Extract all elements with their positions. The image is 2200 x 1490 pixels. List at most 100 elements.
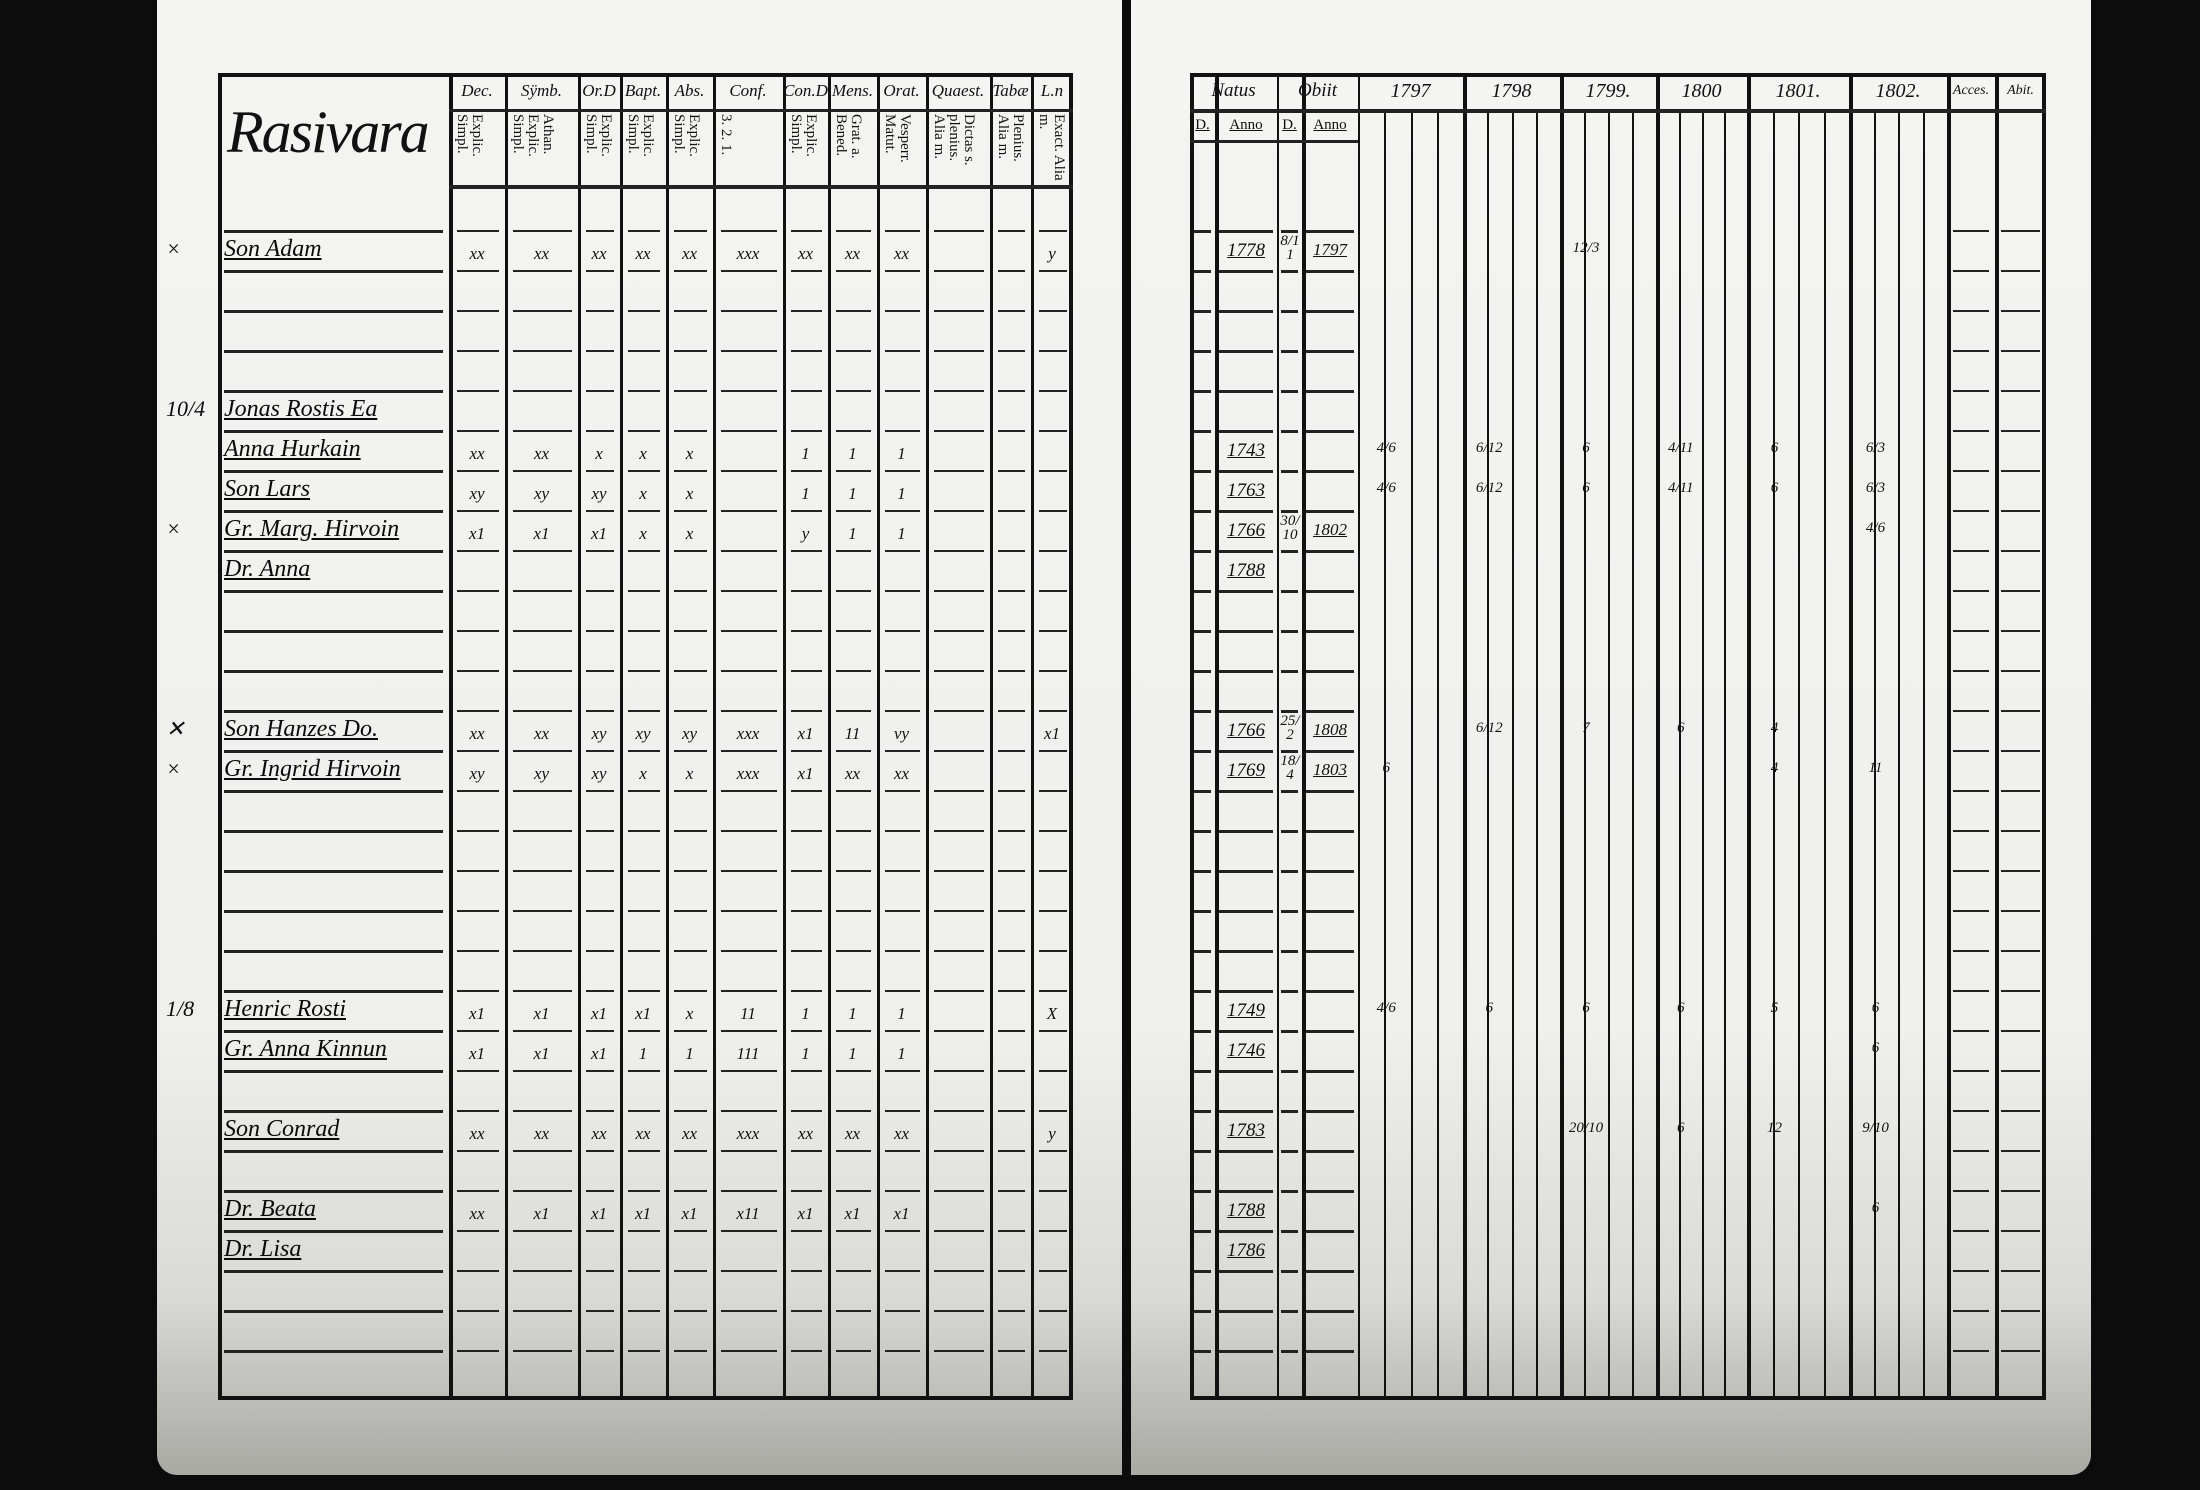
row-line (721, 310, 777, 312)
column-divider (990, 73, 993, 1400)
header-divider (449, 109, 1073, 112)
row-line (1219, 1070, 1273, 1073)
communion-date: 6 (1871, 1000, 1880, 1016)
row-line (1953, 470, 1989, 472)
communion-date: 4/6 (1376, 440, 1396, 456)
row-line (934, 1150, 984, 1152)
row-line (791, 1030, 822, 1032)
row-line (934, 630, 984, 632)
catechism-mark: xy (591, 724, 607, 743)
row-line (674, 750, 707, 752)
catechism-mark: vy (893, 724, 910, 743)
row-line (586, 1350, 614, 1352)
row-line (1194, 630, 1211, 633)
register-table-right (1190, 73, 2046, 1400)
row-line (1281, 830, 1298, 833)
subcolumn-divider (1898, 112, 1900, 1400)
row-line (791, 790, 822, 792)
row-line (1281, 870, 1298, 873)
row-line (224, 1350, 443, 1353)
row-line (586, 550, 614, 552)
catechism-mark: 1 (897, 484, 906, 503)
row-line (998, 1310, 1025, 1312)
column-subheader: 3. 2. 1. (718, 114, 734, 156)
row-line (224, 590, 443, 593)
communion-date: 6/12 (1475, 440, 1503, 456)
row-line (1219, 350, 1273, 353)
row-line (998, 1030, 1025, 1032)
row-line (513, 470, 572, 472)
obiit-day: 30/10 (1280, 513, 1300, 543)
row-line (791, 350, 822, 352)
row-line (721, 1150, 777, 1152)
row-line (1039, 710, 1067, 712)
row-line (1281, 1070, 1298, 1073)
row-line (1039, 390, 1067, 392)
row-line (998, 830, 1025, 832)
row-line (1953, 870, 1989, 872)
row-line (2001, 1070, 2040, 1072)
catechism-mark: xx (893, 764, 910, 783)
row-line (513, 390, 572, 392)
row-line (674, 270, 707, 272)
row-line (2001, 1230, 2040, 1232)
row-line (836, 310, 871, 312)
column-divider (926, 73, 929, 1400)
column-divider (1031, 73, 1034, 1400)
communion-date: 6 (1871, 1040, 1880, 1056)
row-line (885, 550, 920, 552)
row-line (1281, 1150, 1298, 1153)
row-line (1306, 950, 1354, 953)
catechism-mark: x1 (681, 1204, 698, 1223)
catechism-mark: x1 (590, 1204, 608, 1223)
person-name: Son Hanzes Do. (224, 716, 378, 742)
row-line (457, 390, 499, 392)
row-line (224, 950, 443, 953)
row-line (721, 630, 777, 632)
catechism-mark: 1 (897, 444, 906, 463)
catechism-mark: xx (533, 724, 550, 743)
catechism-mark: x1 (533, 1044, 550, 1063)
row-line (1281, 230, 1298, 233)
row-line (674, 1350, 707, 1352)
obiit-anno: 1802 (1313, 520, 1347, 539)
person-name: Jonas Rostis Ea (224, 396, 378, 422)
row-line (1306, 710, 1354, 713)
row-line (1281, 910, 1298, 913)
natus-anno: 1778 (1227, 240, 1265, 261)
right-page: Natus D. Anno Obiit D. Anno 1797 1798 1799. 1800 1… (1131, 0, 2091, 1475)
column-subheader: Explic. Simpl. (788, 114, 819, 157)
subcolumn-divider (1772, 112, 1775, 1400)
column-header: Abit. (2007, 83, 2034, 98)
row-line (934, 910, 984, 912)
subcolumn-divider (1584, 112, 1586, 1400)
row-line (457, 710, 499, 712)
row-line (2001, 1350, 2040, 1352)
communion-date: 5 (1770, 1000, 1779, 1016)
row-line (1281, 550, 1298, 553)
row-line (934, 870, 984, 872)
row-line (836, 1070, 871, 1072)
row-line (1194, 390, 1211, 393)
catechism-mark: x1 (844, 1204, 861, 1223)
catechism-mark: x1 (797, 1204, 814, 1223)
catechism-mark: xx (681, 244, 698, 263)
communion-date: 4/11 (1667, 440, 1694, 456)
row-line (1039, 990, 1067, 992)
row-line (457, 270, 499, 272)
row-line (628, 1150, 660, 1152)
row-line (885, 750, 920, 752)
natus-anno: 1766 (1227, 520, 1265, 541)
row-line (224, 1070, 443, 1073)
row-line (1039, 750, 1067, 752)
row-line (721, 1310, 777, 1312)
row-line (934, 710, 984, 712)
row-line (1194, 790, 1211, 793)
row-line (628, 270, 660, 272)
row-line (1281, 430, 1298, 433)
row-line (2001, 1110, 2040, 1112)
row-line (2001, 590, 2040, 592)
row-line (721, 750, 777, 752)
subcolumn-divider (1798, 112, 1800, 1400)
row-line (885, 630, 920, 632)
